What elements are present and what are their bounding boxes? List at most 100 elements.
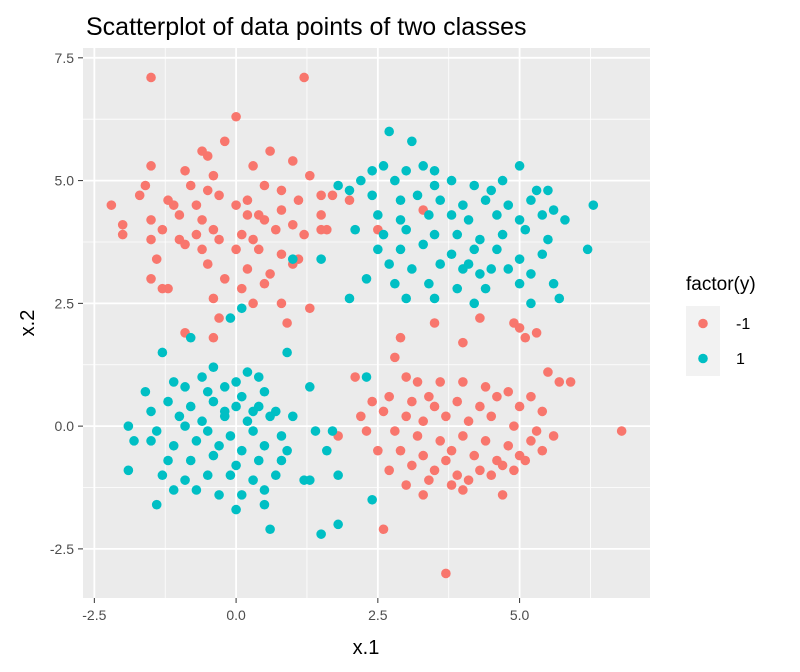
data-point <box>163 455 173 466</box>
data-point <box>248 426 258 436</box>
data-point <box>475 465 485 476</box>
data-point <box>180 165 190 176</box>
data-point <box>526 298 536 309</box>
data-point <box>458 377 468 387</box>
data-point <box>548 278 559 289</box>
data-point <box>180 382 190 392</box>
data-point <box>265 146 275 156</box>
data-point <box>367 165 377 176</box>
data-point <box>486 470 497 481</box>
data-point <box>452 283 463 294</box>
data-point <box>492 244 502 255</box>
data-point <box>497 229 508 240</box>
data-point <box>469 450 480 461</box>
data-point <box>231 401 241 412</box>
data-point <box>231 111 241 122</box>
data-point <box>225 431 236 441</box>
data-point <box>429 318 440 328</box>
legend-label: -1 <box>736 316 750 333</box>
data-point <box>276 298 287 309</box>
data-point <box>378 406 389 417</box>
data-point <box>123 465 134 476</box>
data-point <box>514 254 525 264</box>
data-point <box>293 195 304 206</box>
data-point <box>129 436 139 446</box>
data-point <box>418 416 429 427</box>
data-point <box>373 445 383 456</box>
data-point <box>401 372 411 382</box>
data-point <box>452 470 463 481</box>
data-point <box>276 185 287 196</box>
data-point <box>253 455 264 466</box>
data-point <box>231 200 241 210</box>
data-point <box>475 401 485 412</box>
data-point <box>287 254 298 264</box>
y-tick-label: 5.0 <box>55 173 75 189</box>
data-point <box>367 494 377 505</box>
data-point <box>185 180 196 191</box>
data-point <box>537 445 548 456</box>
data-point <box>463 475 474 485</box>
data-point <box>151 426 162 436</box>
data-point <box>412 190 423 201</box>
data-point <box>514 401 525 412</box>
data-point <box>305 170 315 181</box>
data-point <box>242 416 253 427</box>
data-point <box>151 499 162 510</box>
data-point <box>361 274 372 284</box>
data-point <box>151 254 162 264</box>
data-point <box>208 224 219 235</box>
data-point <box>202 426 213 436</box>
data-point <box>208 362 219 372</box>
data-point <box>458 200 468 210</box>
data-point <box>242 210 253 220</box>
data-point <box>520 224 531 235</box>
x-tick-label: -2.5 <box>82 607 106 623</box>
data-point <box>509 465 519 476</box>
data-point <box>191 229 202 240</box>
y-axis-title: x.2 <box>17 310 39 337</box>
data-point <box>412 377 423 387</box>
plot-panel <box>83 48 650 598</box>
data-point <box>316 190 326 201</box>
data-point <box>435 259 446 269</box>
data-point <box>214 190 224 201</box>
data-point <box>588 200 599 210</box>
data-point <box>475 234 485 245</box>
data-point <box>560 215 570 225</box>
y-tick-label: 0.0 <box>55 418 75 434</box>
data-point <box>616 426 627 436</box>
data-point <box>486 185 497 196</box>
data-point <box>435 377 446 387</box>
x-axis-title: x.1 <box>353 637 380 659</box>
data-point <box>146 274 156 284</box>
x-tick-label: 5.0 <box>510 607 530 623</box>
data-point <box>157 470 168 481</box>
data-point <box>197 215 207 225</box>
data-point <box>333 519 343 530</box>
data-point <box>480 382 491 392</box>
data-point <box>282 347 292 358</box>
data-point <box>441 568 451 579</box>
data-point <box>117 229 128 240</box>
data-point <box>384 126 394 137</box>
data-point <box>390 175 400 186</box>
data-point <box>282 445 292 456</box>
data-point <box>429 293 440 304</box>
data-point <box>452 229 463 240</box>
data-point <box>492 210 502 220</box>
data-point <box>378 161 389 171</box>
data-point <box>248 406 258 417</box>
data-point <box>208 170 219 181</box>
data-point <box>185 455 196 466</box>
data-point <box>146 215 156 225</box>
data-point <box>441 411 451 422</box>
data-point <box>429 229 440 240</box>
data-point <box>168 485 179 495</box>
data-point <box>208 293 219 304</box>
data-point <box>378 229 389 240</box>
data-point <box>305 382 315 392</box>
data-point <box>469 180 480 191</box>
data-point <box>163 283 173 294</box>
data-point <box>276 455 287 466</box>
